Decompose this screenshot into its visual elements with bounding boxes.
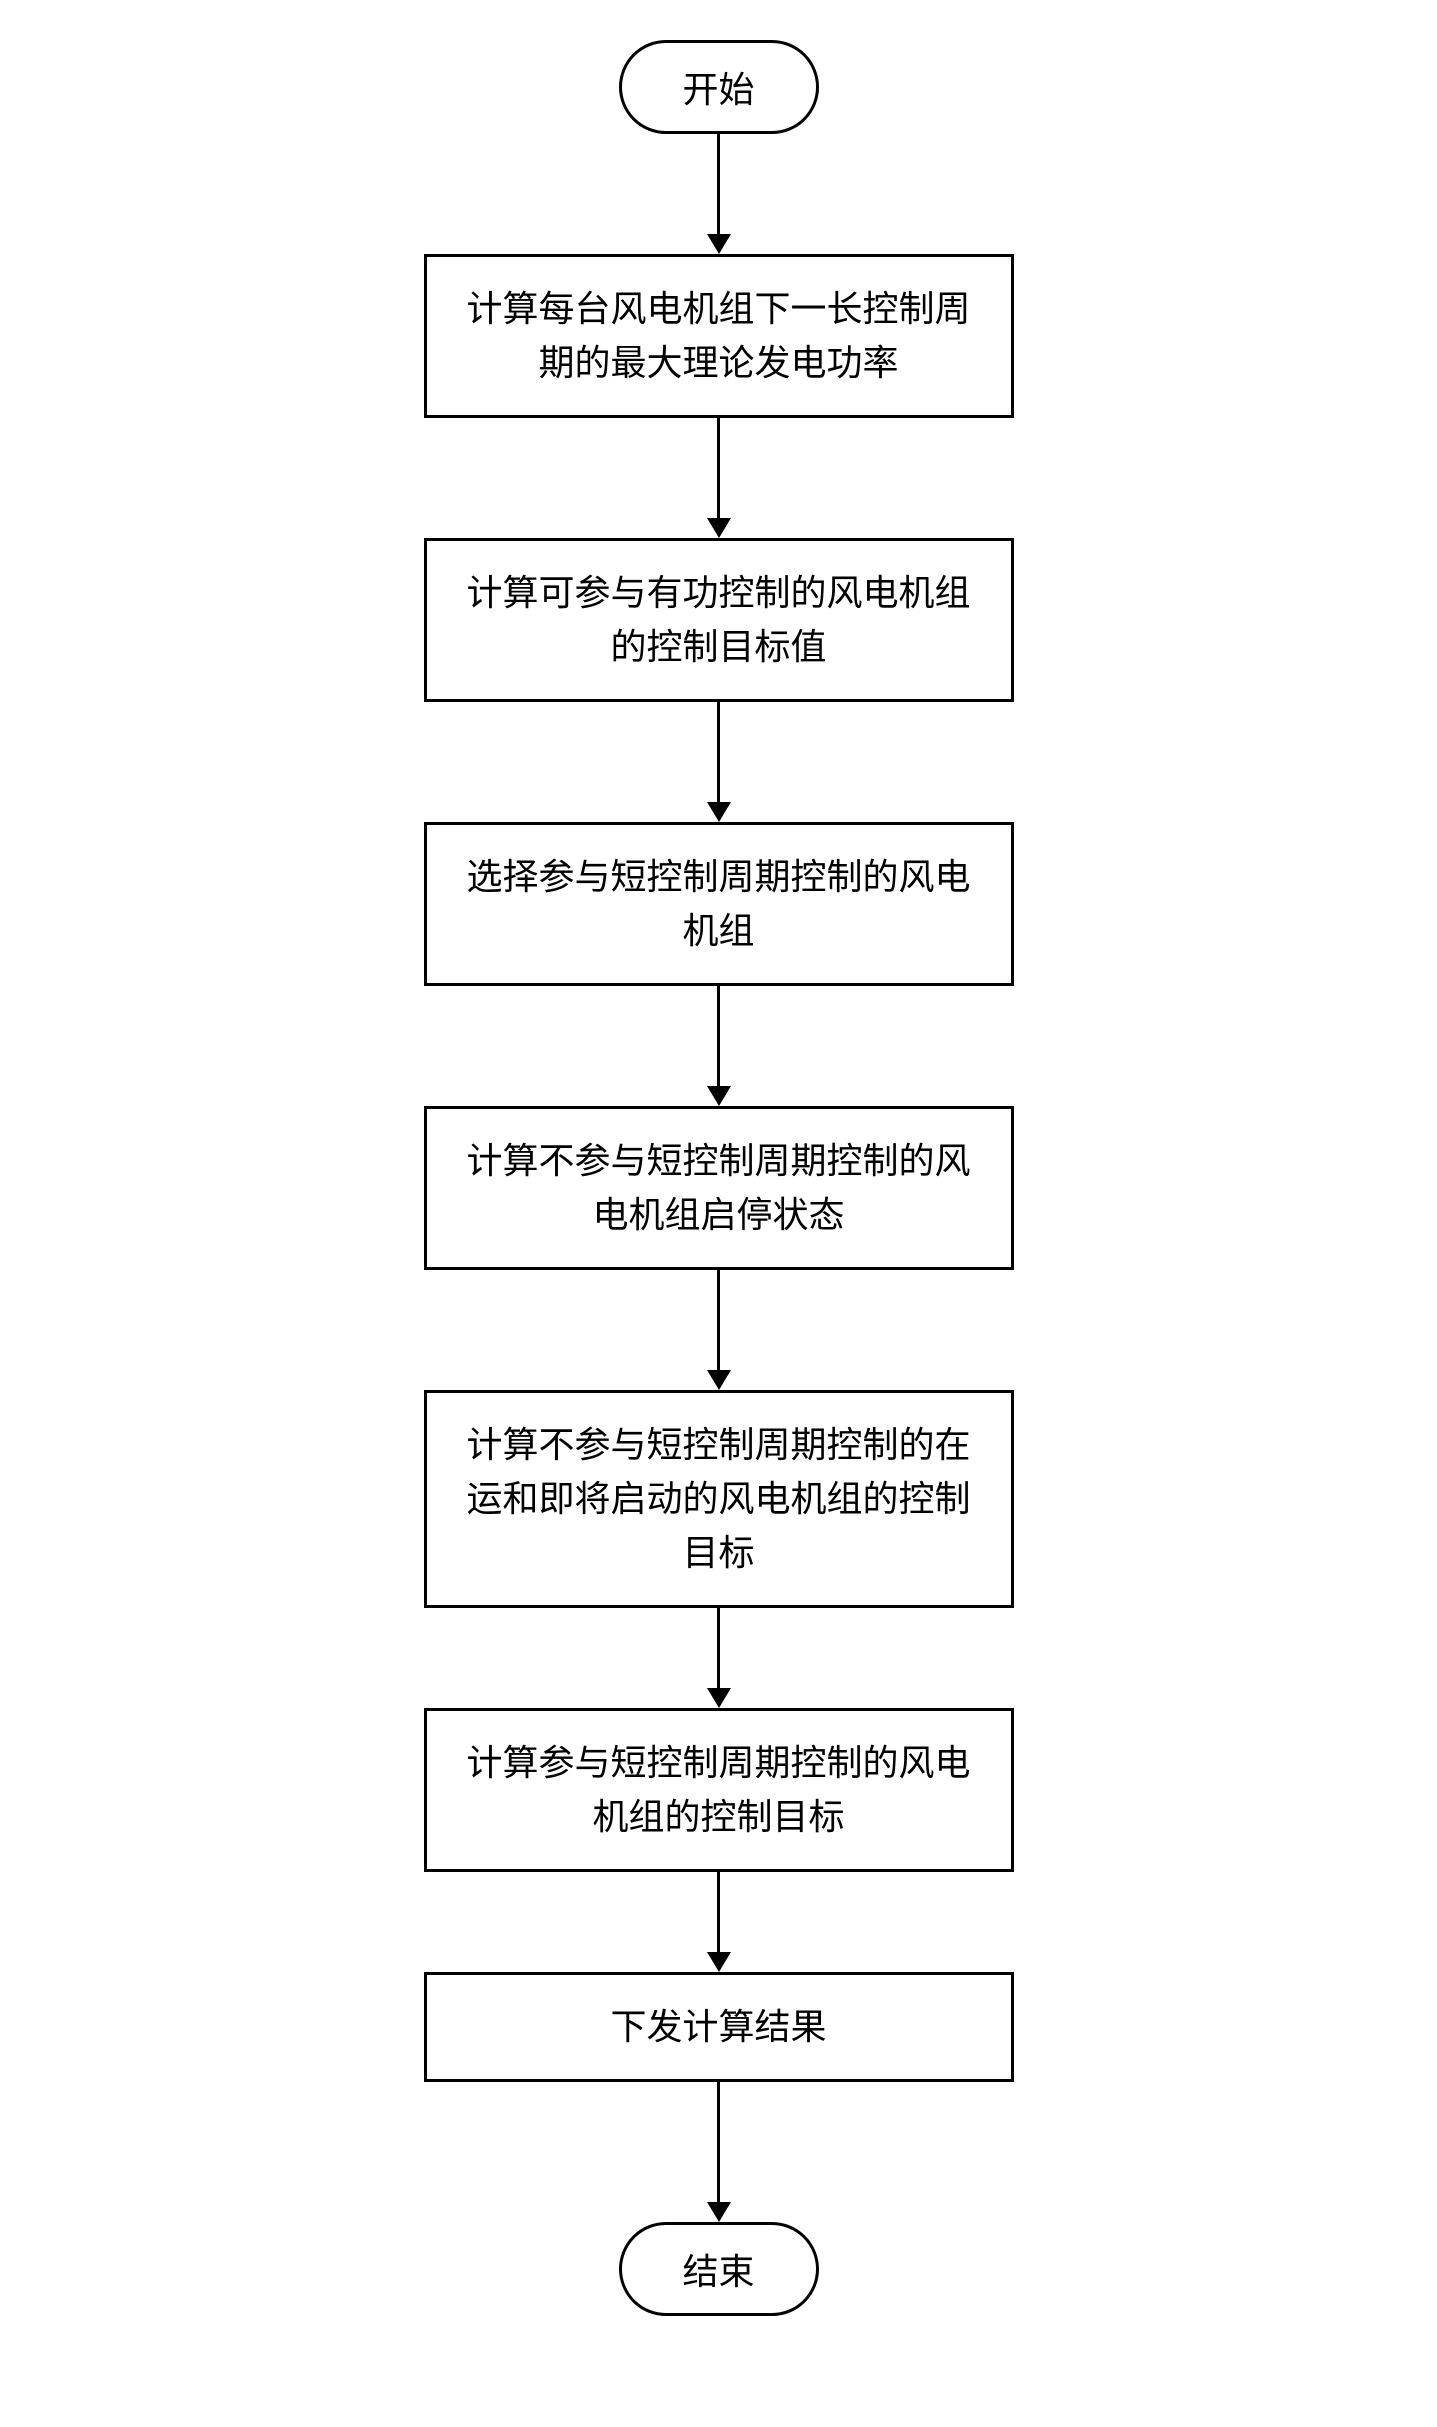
arrow-7 xyxy=(707,1872,731,1972)
arrow-4 xyxy=(707,986,731,1106)
arrow-line xyxy=(717,1872,720,1952)
arrow-line xyxy=(717,1608,720,1688)
arrow-line xyxy=(717,702,720,802)
step5-label: 计算不参与短控制周期控制的在运和即将启动的风电机组的控制目标 xyxy=(466,1425,970,1573)
step7-label: 下发计算结果 xyxy=(610,2007,826,2047)
process-step-2: 计算可参与有功控制的风电机组的控制目标值 xyxy=(424,538,1014,702)
process-step-7: 下发计算结果 xyxy=(424,1972,1014,2082)
arrow-8 xyxy=(707,2082,731,2222)
process-step-6: 计算参与短控制周期控制的风电机组的控制目标 xyxy=(424,1708,1014,1872)
arrow-head-icon xyxy=(707,234,731,254)
process-step-1: 计算每台风电机组下一长控制周期的最大理论发电功率 xyxy=(424,254,1014,418)
process-step-4: 计算不参与短控制周期控制的风电机组启停状态 xyxy=(424,1106,1014,1270)
arrow-6 xyxy=(707,1608,731,1708)
step3-label: 选择参与短控制周期控制的风电机组 xyxy=(466,857,970,951)
process-step-3: 选择参与短控制周期控制的风电机组 xyxy=(424,822,1014,986)
arrow-head-icon xyxy=(707,2202,731,2222)
arrow-line xyxy=(717,2082,720,2202)
step4-label: 计算不参与短控制周期控制的风电机组启停状态 xyxy=(466,1141,970,1235)
arrow-line xyxy=(717,418,720,518)
arrow-line xyxy=(717,134,720,234)
end-label: 结束 xyxy=(682,2252,754,2292)
step1-label: 计算每台风电机组下一长控制周期的最大理论发电功率 xyxy=(466,289,970,383)
arrow-head-icon xyxy=(707,1688,731,1708)
arrow-head-icon xyxy=(707,802,731,822)
arrow-head-icon xyxy=(707,1086,731,1106)
arrow-head-icon xyxy=(707,518,731,538)
arrow-3 xyxy=(707,702,731,822)
arrow-line xyxy=(717,1270,720,1370)
start-label: 开始 xyxy=(682,70,754,110)
arrow-2 xyxy=(707,418,731,538)
step2-label: 计算可参与有功控制的风电机组的控制目标值 xyxy=(466,573,970,667)
arrow-head-icon xyxy=(707,1952,731,1972)
step6-label: 计算参与短控制周期控制的风电机组的控制目标 xyxy=(466,1743,970,1837)
arrow-5 xyxy=(707,1270,731,1390)
arrow-line xyxy=(717,986,720,1086)
start-terminal: 开始 xyxy=(619,40,819,134)
arrow-head-icon xyxy=(707,1370,731,1390)
flowchart-container: 开始 计算每台风电机组下一长控制周期的最大理论发电功率 计算可参与有功控制的风电… xyxy=(269,40,1169,2316)
end-terminal: 结束 xyxy=(619,2222,819,2316)
process-step-5: 计算不参与短控制周期控制的在运和即将启动的风电机组的控制目标 xyxy=(424,1390,1014,1608)
arrow-1 xyxy=(707,134,731,254)
